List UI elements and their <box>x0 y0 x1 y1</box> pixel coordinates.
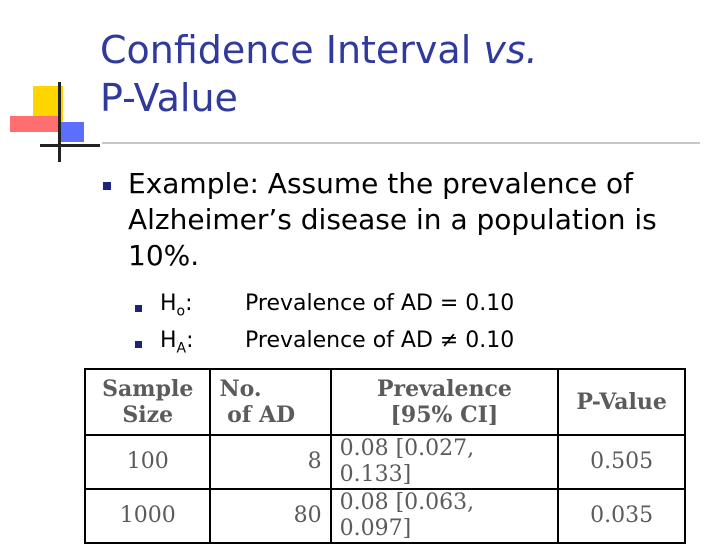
header-p-value: P-Value <box>557 368 686 436</box>
title-vs: vs. <box>483 28 538 72</box>
bullet-icon <box>103 182 111 190</box>
example-text: Example: Assume the prevalence of Alzhei… <box>128 167 657 272</box>
cell-prevalence: 0.08 [0.063, 0.097] <box>329 488 560 544</box>
null-hypothesis-text: Prevalence of AD = 0.10 <box>245 291 515 316</box>
header-prevalence: Prevalence [95% CI] <box>329 368 560 436</box>
alt-hypothesis-label: HA: <box>160 328 194 357</box>
logo-red-bar <box>10 116 58 132</box>
null-hypothesis-label: Ho: <box>160 291 193 320</box>
table-header-row: Sample Size No. of AD Prevalence [95% CI] … <box>83 368 686 436</box>
header-sample-size: Sample Size <box>83 368 212 436</box>
title-divider <box>102 142 700 144</box>
results-table: Sample Size No. of AD Prevalence [95% CI] … <box>83 368 686 544</box>
title-line1: Confidence Interval <box>100 28 484 72</box>
corner-logo <box>0 0 110 170</box>
title-line2: P-Value <box>100 76 238 120</box>
cell-p-value: 0.035 <box>557 488 686 544</box>
table-row: 1000 80 0.08 [0.063, 0.097] 0.035 <box>83 488 686 544</box>
logo-vertical-line <box>58 82 61 162</box>
cell-p-value: 0.505 <box>557 434 686 490</box>
logo-blue-square <box>58 122 84 142</box>
alt-hypothesis-text: Prevalence of AD ≠ 0.10 <box>245 328 515 353</box>
table-row: 100 8 0.08 [0.027, 0.133] 0.505 <box>83 434 686 490</box>
slide-title: Confidence Interval vs. P-Value <box>100 26 700 122</box>
cell-no-of-ad: 8 <box>209 434 332 490</box>
bullet-icon <box>135 305 142 312</box>
cell-sample-size: 1000 <box>83 488 212 544</box>
logo-horizontal-line <box>40 144 100 147</box>
cell-sample-size: 100 <box>83 434 212 490</box>
bullet-icon <box>135 341 142 348</box>
header-no-of-ad: No. of AD <box>209 368 332 436</box>
cell-prevalence: 0.08 [0.027, 0.133] <box>329 434 560 490</box>
cell-no-of-ad: 80 <box>209 488 332 544</box>
